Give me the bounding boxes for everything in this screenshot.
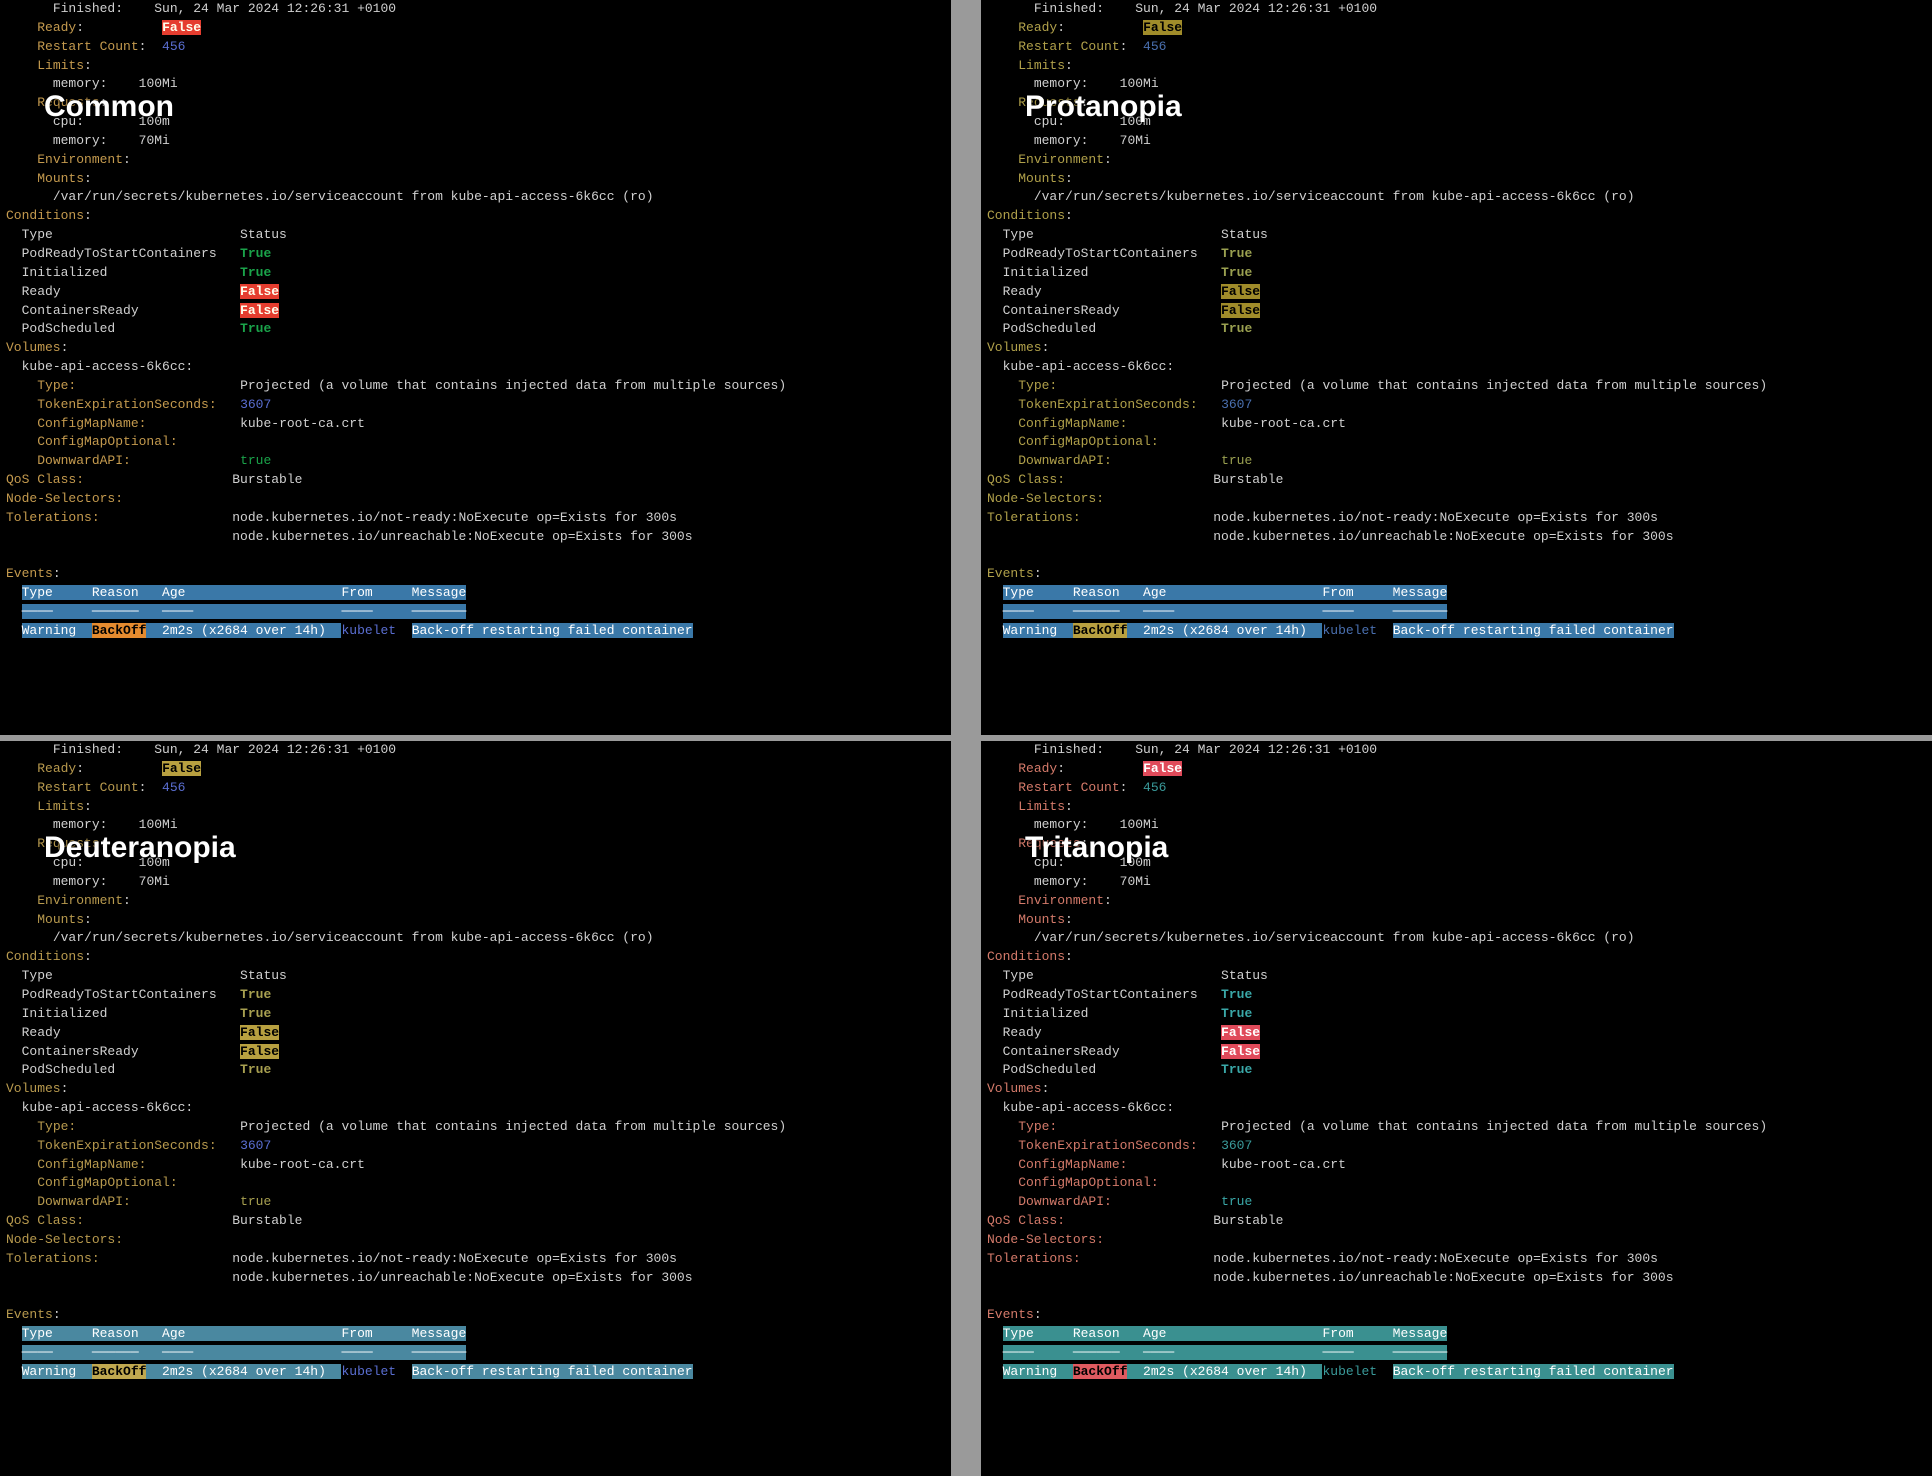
panel-label-protanopia: Protanopia [1025, 85, 1182, 129]
panel-common: Common Finished: Sun, 24 Mar 2024 12:26:… [0, 0, 951, 735]
panel-deuteranopia: Deuteranopia Finished: Sun, 24 Mar 2024 … [0, 741, 951, 1476]
panel-tritanopia: Tritanopia Finished: Sun, 24 Mar 2024 12… [981, 741, 1932, 1476]
panel-label-common: Common [44, 85, 174, 129]
panel-label-deuteranopia: Deuteranopia [44, 826, 236, 870]
panel-protanopia: Protanopia Finished: Sun, 24 Mar 2024 12… [981, 0, 1932, 735]
panel-label-tritanopia: Tritanopia [1025, 826, 1168, 870]
